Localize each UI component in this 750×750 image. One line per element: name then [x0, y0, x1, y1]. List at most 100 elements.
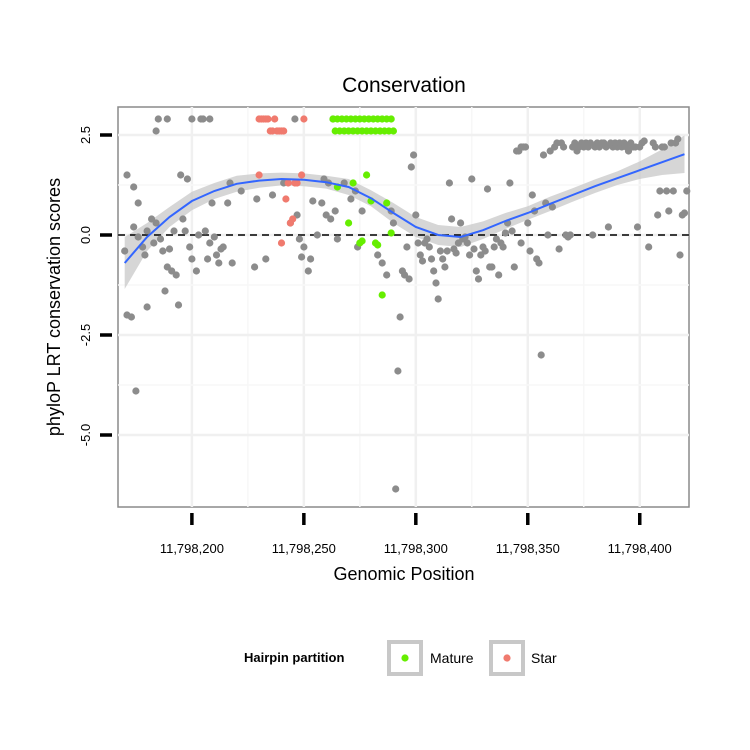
data-point-other [405, 275, 413, 283]
data-point-other [374, 251, 382, 259]
data-point-star [255, 171, 263, 179]
data-point-other [448, 215, 456, 223]
data-point-mature [345, 219, 353, 227]
data-point-other [495, 271, 503, 279]
data-point-other [418, 257, 427, 265]
data-point-other [604, 223, 613, 231]
legend-title: Hairpin partition [244, 650, 344, 665]
data-point-star [298, 171, 306, 179]
data-point-other [468, 175, 476, 183]
data-point-other [212, 251, 221, 259]
data-point-other [521, 143, 530, 151]
data-point-other [327, 215, 335, 223]
data-point-other [313, 231, 321, 239]
data-point-other [318, 199, 326, 207]
data-point-other [474, 275, 483, 283]
points-layer [121, 115, 691, 493]
data-point-other [403, 243, 411, 251]
data-point-other [295, 235, 303, 243]
data-point-other [427, 255, 436, 263]
legend-label-star: Star [531, 650, 557, 666]
data-point-other [445, 179, 453, 187]
data-point-other [548, 203, 557, 211]
data-point-other [466, 251, 474, 259]
data-point-other [186, 243, 194, 251]
data-point-star [284, 179, 292, 187]
data-point-other [526, 247, 534, 255]
y-axis-title: phyloP LRT conservation scores [44, 178, 64, 436]
data-point-other [517, 239, 525, 247]
x-axis-title: Genomic Position [333, 564, 474, 584]
data-point-other [181, 227, 189, 235]
data-point-other [300, 243, 308, 251]
data-point-other [143, 227, 151, 235]
data-point-other [645, 243, 653, 251]
data-point-other [177, 171, 185, 179]
y-tick-label: -5.0 [78, 424, 93, 446]
legend-label-mature: Mature [430, 650, 474, 666]
data-point-other [654, 211, 662, 219]
data-point-other [304, 267, 312, 275]
data-point-other [159, 247, 167, 255]
plot-panel [117, 106, 690, 508]
data-point-other [499, 243, 507, 251]
data-point-other [224, 199, 232, 207]
data-point-other [262, 255, 270, 263]
data-point-other [463, 239, 471, 247]
data-point-mature [387, 115, 395, 123]
data-point-other [195, 231, 203, 239]
data-point-other [291, 115, 299, 123]
data-point-other [566, 231, 574, 239]
data-point-other [228, 259, 236, 267]
data-point-other [452, 249, 460, 257]
smooth-trend-line [123, 153, 685, 264]
data-point-other [501, 229, 509, 237]
data-point-other [121, 247, 129, 255]
data-point-star [280, 127, 288, 135]
data-point-other [472, 267, 480, 275]
legend-entry-mature: Mature [387, 640, 474, 676]
data-point-other [165, 245, 174, 253]
data-point-other [170, 227, 178, 235]
data-point-star [293, 179, 301, 187]
chart-title: Conservation [342, 74, 466, 97]
data-point-other [430, 267, 438, 275]
data-point-star [277, 239, 286, 247]
data-point-other [663, 187, 671, 195]
data-point-other [141, 251, 149, 259]
data-point-other [490, 243, 498, 251]
data-point-mature [358, 237, 366, 245]
data-point-other [633, 223, 642, 231]
data-point-other [156, 235, 165, 243]
legend-swatch-star [503, 654, 511, 662]
data-point-other [201, 227, 209, 235]
data-point-other [134, 233, 142, 241]
data-point-other [680, 209, 689, 217]
data-point-other [219, 243, 227, 251]
data-point-mature [389, 127, 397, 135]
data-point-other [457, 219, 465, 227]
data-point-other [150, 239, 158, 247]
data-point-other [423, 235, 431, 243]
data-point-other [544, 231, 552, 239]
legend-entry-star: Star [489, 640, 557, 676]
data-point-other [683, 187, 691, 195]
data-point-mature [349, 179, 357, 187]
data-point-other [508, 227, 516, 235]
data-point-other [434, 295, 442, 303]
data-point-mature [378, 291, 386, 299]
data-point-other [665, 207, 673, 215]
data-point-other [436, 247, 444, 255]
y-tick-label: 2.5 [78, 126, 93, 144]
data-point-other [389, 219, 397, 227]
data-point-other [510, 263, 518, 271]
data-point-other [134, 199, 142, 207]
data-point-other [152, 219, 160, 227]
x-tick-label: 11,798,250 [272, 541, 336, 556]
data-point-other [483, 185, 492, 193]
data-point-other [555, 245, 563, 253]
data-point-other [383, 271, 391, 279]
data-point-other [161, 287, 169, 295]
confidence-band-layer [124, 135, 685, 289]
confidence-band [124, 135, 685, 289]
